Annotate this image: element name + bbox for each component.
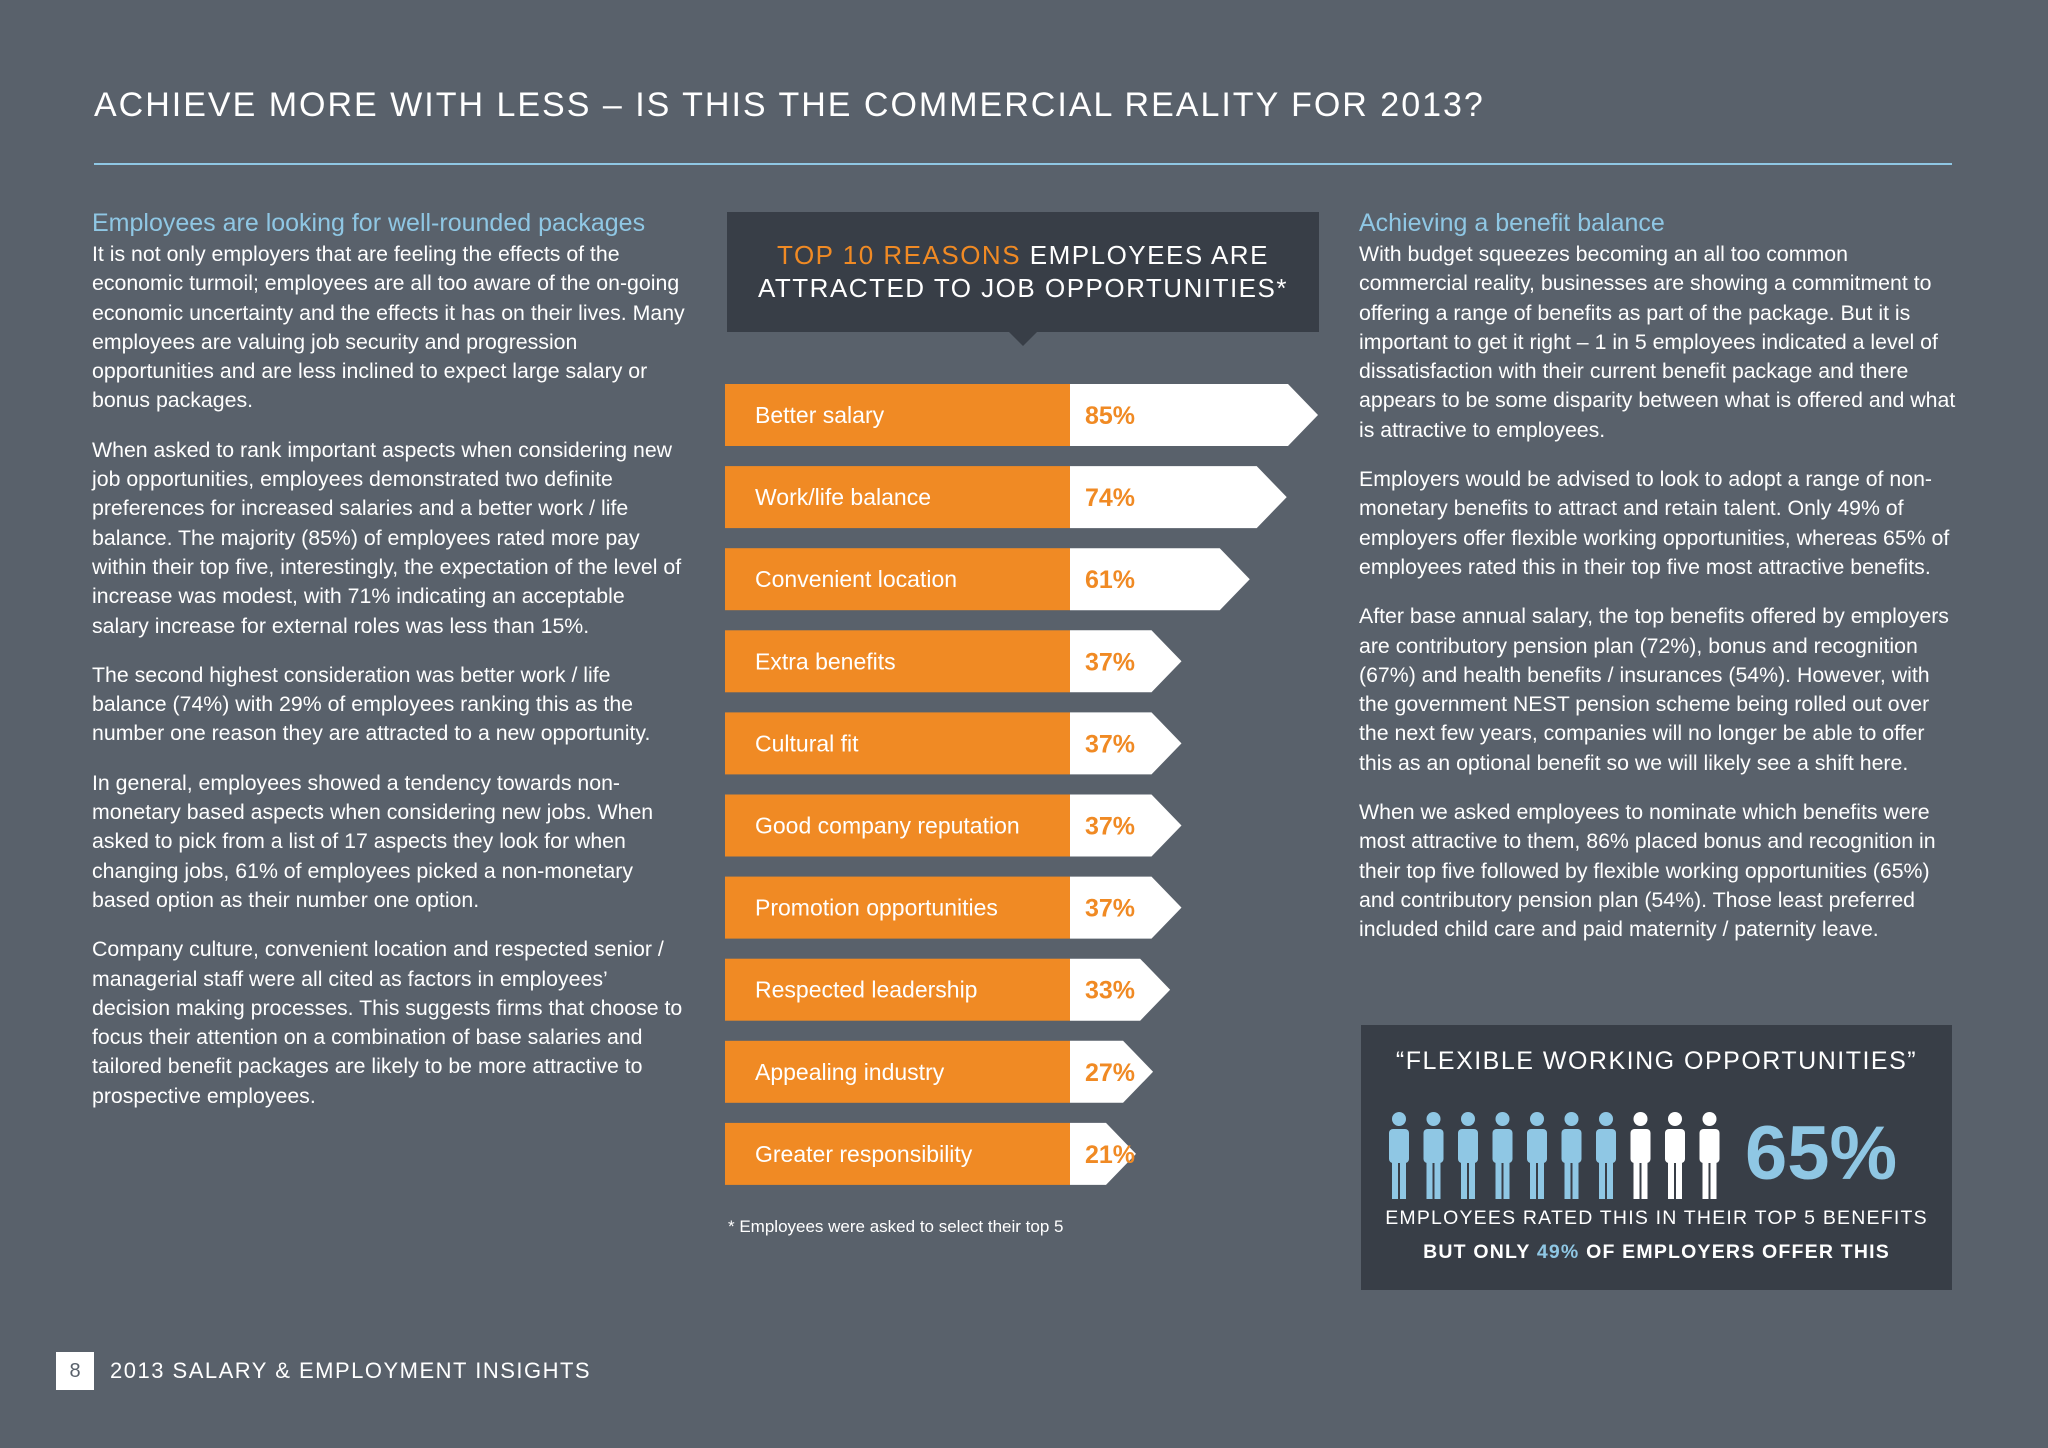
bar-label: Promotion opportunities [755, 895, 998, 921]
person-icon [1630, 1112, 1651, 1199]
bar-label: Cultural fit [755, 730, 859, 756]
right-paragraph: With budget squeezes becoming an all too… [1359, 242, 1956, 442]
person-highlighted-icon [1389, 1112, 1409, 1199]
person-highlighted-icon [1423, 1112, 1444, 1199]
bar-value-label: 61% [1085, 566, 1135, 594]
left-paragraph: In general, employees showed a tendency … [92, 770, 654, 912]
page-number: 8 [56, 1352, 94, 1390]
bar-value-label: 37% [1085, 730, 1135, 758]
right-paragraph: When we asked employees to nominate whic… [1359, 800, 1936, 942]
bar-label: Work/life balance [755, 484, 931, 510]
bar-label: Good company reputation [755, 813, 1020, 839]
right-paragraph: After base annual salary, the top benefi… [1359, 604, 1949, 775]
person-icon [1665, 1112, 1685, 1199]
left-paragraph: When asked to rank important aspects whe… [92, 437, 682, 638]
callout-line2: BUT ONLY 49% OF EMPLOYERS OFFER THIS [1361, 1241, 1952, 1264]
people-icons [1389, 1112, 1720, 1199]
chart-header-line2: ATTRACTED TO JOB OPPORTUNITIES* [758, 273, 1288, 303]
footer-title: 2013 SALARY & EMPLOYMENT INSIGHTS [110, 1358, 592, 1383]
bar-value-label: 74% [1085, 484, 1135, 512]
right-paragraph: Employers would be advised to look to ad… [1359, 467, 1950, 579]
chart-header-pointer [1009, 332, 1037, 346]
person-icon [1699, 1112, 1720, 1199]
left-paragraph: It is not only employers that are feelin… [92, 242, 685, 413]
callout-line2-prefix: BUT ONLY [1423, 1241, 1537, 1263]
left-column: Employees are looking for well-rounded p… [92, 206, 687, 1131]
callout-employers-percentage: 49% [1536, 1241, 1580, 1263]
person-highlighted-icon [1458, 1112, 1478, 1199]
person-highlighted-icon [1527, 1112, 1547, 1199]
callout-line1: EMPLOYEES RATED THIS IN THEIR TOP 5 BENE… [1385, 1207, 1928, 1229]
bar-label: Appealing industry [755, 1059, 945, 1085]
bar-value-label: 37% [1085, 648, 1135, 676]
person-highlighted-icon [1596, 1112, 1616, 1199]
title-divider [94, 163, 1952, 165]
bar-value-label: 37% [1085, 813, 1135, 841]
callout-line2-suffix: OF EMPLOYERS OFFER THIS [1579, 1241, 1890, 1263]
bar-value-label: 33% [1085, 977, 1135, 1005]
bar-value-label: 27% [1085, 1059, 1135, 1087]
callout-title: “FLEXIBLE WORKING OPPORTUNITIES” [1395, 1047, 1918, 1075]
bar-label: Better salary [755, 402, 885, 428]
person-highlighted-icon [1492, 1112, 1513, 1199]
left-paragraph: The second highest consideration was bet… [92, 662, 651, 746]
bar-value-label: 37% [1085, 895, 1135, 923]
right-column: Achieving a benefit balance With budget … [1359, 206, 1959, 965]
left-paragraph: Company culture, convenient location and… [92, 937, 683, 1108]
bar-label: Respected leadership [755, 977, 977, 1003]
right-column-heading: Achieving a benefit balance [1359, 209, 1665, 237]
left-column-heading: Employees are looking for well-rounded p… [92, 209, 646, 237]
chart-header-line1: EMPLOYEES ARE [1021, 240, 1269, 270]
person-highlighted-icon [1561, 1112, 1582, 1199]
page-title: ACHIEVE MORE WITH LESS – IS THIS THE COM… [94, 86, 1485, 124]
chart-header-accent: TOP 10 REASONS [777, 240, 1022, 270]
bar-label: Extra benefits [755, 648, 896, 674]
bar-value-label: 85% [1085, 402, 1135, 430]
callout-percentage: 65% [1745, 1111, 1898, 1196]
chart-footnote: * Employees were asked to select their t… [728, 1217, 1064, 1236]
chart-header: TOP 10 REASONS EMPLOYEES ARE ATTRACTED T… [727, 212, 1319, 332]
bar-label: Greater responsibility [755, 1141, 973, 1167]
bar-value-label: 21% [1085, 1141, 1135, 1169]
bar-label: Convenient location [755, 566, 957, 592]
flexible-working-callout: “FLEXIBLE WORKING OPPORTUNITIES” 65% EMP… [1361, 1025, 1952, 1290]
